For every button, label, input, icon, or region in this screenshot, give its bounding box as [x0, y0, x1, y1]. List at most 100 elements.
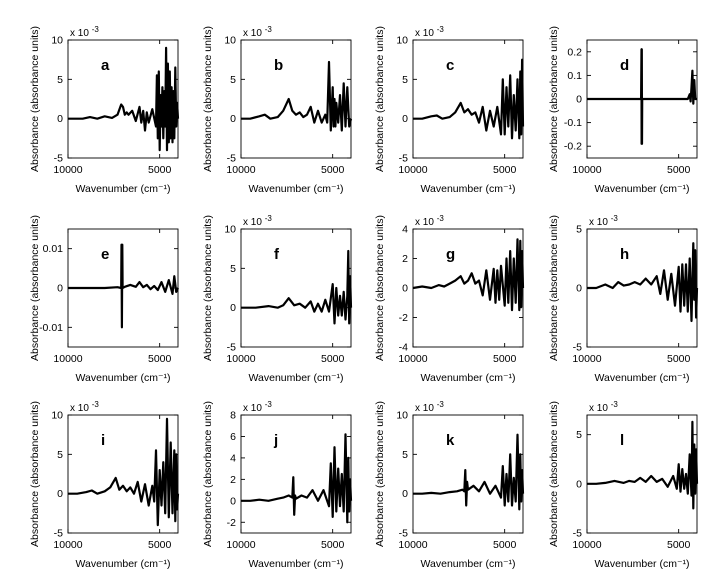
x-tick-label: 10000	[226, 353, 255, 365]
y-tick-label: 0	[402, 113, 408, 125]
y-axis-label: Absorbance (absorbance units)	[29, 401, 41, 547]
x-tick-label: 5000	[148, 353, 172, 365]
panel-letter-f: f	[274, 246, 280, 263]
x-axis-label: Wavenumber (cm⁻¹)	[421, 183, 516, 195]
y-tick-label: 10	[396, 35, 408, 47]
x-tick-label: 10000	[398, 164, 427, 176]
y-tick-label: -5	[573, 342, 582, 354]
x-axis-label: Wavenumber (cm⁻¹)	[249, 372, 344, 384]
panel-c: -5 0 5 10 10000 5000 Wavenumber (cm⁻¹) Absorban…	[374, 25, 525, 195]
y-tick-label: 10	[51, 410, 63, 422]
y-tick-label: 2	[230, 474, 236, 486]
y-tick-label: 0	[230, 113, 236, 125]
y-exponent-label: x 10 -3	[70, 25, 99, 39]
y-tick-label: 5	[402, 74, 408, 86]
plot-frame	[412, 39, 524, 159]
x-tick-label: 10000	[226, 164, 255, 176]
panel-g: -4 -2 0 2 4 10000 5000 Wavenumber (cm⁻¹) Absorba…	[374, 214, 525, 384]
y-tick-label: 2	[402, 253, 408, 265]
x-tick-label: 10000	[572, 164, 601, 176]
y-tick-label: 0	[402, 488, 408, 500]
y-tick-label: 4	[230, 452, 236, 464]
panel-letter-e: e	[101, 246, 109, 263]
y-axis-label: Absorbance (absorbance units)	[548, 26, 560, 172]
y-tick-label: 5	[576, 224, 582, 236]
panel-k: -5 0 5 10 10000 5000 Wavenumber (cm⁻¹) Absorban…	[374, 400, 525, 570]
panel-a: -5 0 5 10 10000 5000 Wavenumber (cm⁻¹) Absorban…	[29, 25, 180, 195]
x-axis-label: Wavenumber (cm⁻¹)	[595, 558, 690, 570]
panel-i: -5 0 5 10 10000 5000 Wavenumber (cm⁻¹) Absorban…	[29, 400, 180, 570]
y-tick-label: 0	[57, 488, 63, 500]
y-tick-label: 0	[230, 302, 236, 314]
y-tick-label: -5	[227, 342, 236, 354]
y-tick-label: 0	[576, 478, 582, 490]
plot-frame	[67, 414, 179, 534]
panel-f: -5 0 5 10 10000 5000 Wavenumber (cm⁻¹) Absorban…	[202, 214, 353, 384]
y-tick-label: 5	[402, 449, 408, 461]
y-tick-label: 5	[230, 263, 236, 275]
panel-letter-g: g	[446, 246, 455, 263]
spectrum-line	[68, 46, 180, 152]
y-axis-label: Absorbance (absorbance units)	[548, 401, 560, 547]
y-axis-label: Absorbance (absorbance units)	[374, 26, 386, 172]
x-axis-label: Wavenumber (cm⁻¹)	[76, 183, 171, 195]
y-tick-label: 10	[224, 35, 236, 47]
y-tick-label: 5	[57, 74, 63, 86]
x-tick-label: 10000	[572, 539, 601, 551]
y-tick-label: -2	[399, 312, 408, 324]
x-tick-label: 5000	[321, 539, 345, 551]
y-tick-label: 0.1	[567, 70, 582, 82]
panel-letter-h: h	[620, 246, 629, 263]
y-tick-label: 4	[402, 224, 408, 236]
y-axis-label: Absorbance (absorbance units)	[202, 401, 214, 547]
x-tick-label: 5000	[493, 353, 517, 365]
y-axis-label: Absorbance (absorbance units)	[202, 26, 214, 172]
y-tick-label: 0.01	[43, 243, 64, 255]
spectrum-line	[68, 243, 179, 329]
panel-letter-i: i	[101, 432, 105, 449]
y-tick-label: 0	[57, 283, 63, 295]
x-tick-label: 10000	[53, 539, 82, 551]
x-axis-label: Wavenumber (cm⁻¹)	[76, 558, 171, 570]
y-tick-label: 5	[57, 449, 63, 461]
panel-letter-j: j	[273, 432, 278, 449]
x-tick-label: 5000	[148, 539, 172, 551]
spectrum-line	[587, 420, 699, 510]
y-tick-label: -5	[399, 153, 408, 165]
y-tick-label: 0.2	[567, 46, 582, 58]
y-tick-label: 10	[396, 410, 408, 422]
y-exponent-label: x 10 -3	[415, 214, 444, 228]
plot-frame	[412, 414, 524, 534]
y-tick-label: 0	[576, 283, 582, 295]
x-tick-label: 10000	[572, 353, 601, 365]
y-tick-label: 8	[230, 410, 236, 422]
y-tick-label: 0	[57, 113, 63, 125]
y-axis-label: Absorbance (absorbance units)	[548, 215, 560, 361]
y-tick-label: -5	[227, 153, 236, 165]
y-tick-label: -2	[227, 517, 236, 529]
y-axis-label: Absorbance (absorbance units)	[374, 401, 386, 547]
x-tick-label: 5000	[667, 353, 691, 365]
y-tick-label: -4	[399, 342, 408, 354]
spectrum-line	[68, 417, 180, 527]
y-axis-label: Absorbance (absorbance units)	[29, 215, 41, 361]
panel-l: -5 0 5 10000 5000 Wavenumber (cm⁻¹) Absorbance…	[548, 400, 699, 570]
x-axis-label: Wavenumber (cm⁻¹)	[421, 372, 516, 384]
plot-frame	[586, 414, 698, 534]
plot-frame	[240, 228, 352, 348]
spectrum-line	[241, 249, 353, 325]
y-tick-label: -0.1	[564, 117, 582, 129]
y-tick-label: 0	[576, 94, 582, 106]
y-tick-label: 5	[576, 429, 582, 441]
spectrum-line	[241, 433, 353, 524]
x-axis-label: Wavenumber (cm⁻¹)	[249, 183, 344, 195]
y-tick-label: 10	[51, 35, 63, 47]
y-axis-label: Absorbance (absorbance units)	[202, 215, 214, 361]
x-axis-label: Wavenumber (cm⁻¹)	[595, 372, 690, 384]
y-exponent-label: x 10 -3	[243, 25, 272, 39]
x-tick-label: 10000	[398, 353, 427, 365]
panel-h: -5 0 5 10000 5000 Wavenumber (cm⁻¹) Absorbance…	[548, 214, 699, 384]
x-tick-label: 5000	[667, 164, 691, 176]
y-exponent-label: x 10 -3	[589, 214, 618, 228]
